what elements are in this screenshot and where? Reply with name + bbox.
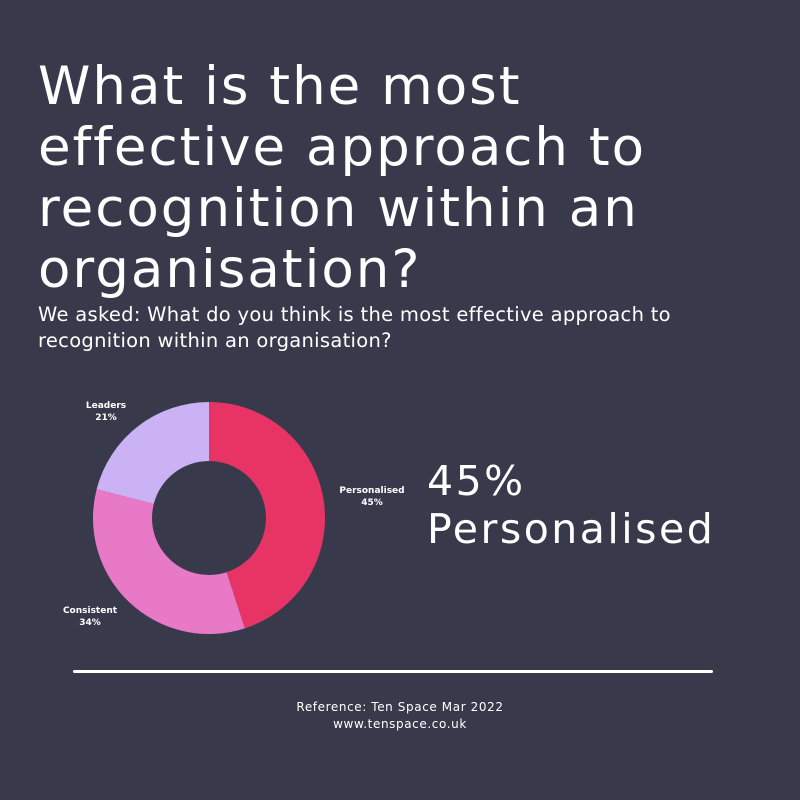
donut-chart: Personalised 45% Consistent 34% Leaders 21% xyxy=(63,401,405,634)
survey-question: We asked: What do you think is the most … xyxy=(38,303,671,352)
page-title: What is the most effective approach to r… xyxy=(38,56,647,300)
slice-value-consistent: 34% xyxy=(79,618,101,628)
highlight-percentage: 45% xyxy=(427,457,526,505)
slice-label-personalised: Personalised xyxy=(339,486,404,496)
slice-label-consistent: Consistent xyxy=(63,606,118,616)
slice-value-personalised: 45% xyxy=(361,498,383,508)
highlight-category: Personalised xyxy=(427,505,716,553)
slice-personalised xyxy=(209,402,325,629)
slice-leaders xyxy=(96,402,209,504)
slice-consistent xyxy=(92,489,245,634)
slice-label-leaders: Leaders xyxy=(86,401,126,411)
reference-text: Reference: Ten Space Mar 2022 xyxy=(296,700,504,714)
slice-value-leaders: 21% xyxy=(95,413,117,423)
website-link: www.tenspace.co.uk xyxy=(333,717,467,731)
divider-line xyxy=(73,670,713,673)
